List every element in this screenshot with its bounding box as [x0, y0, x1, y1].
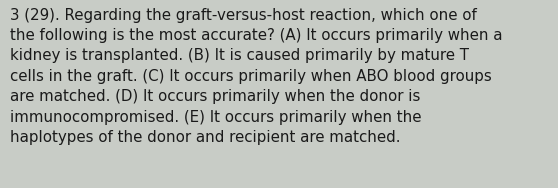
Text: 3 (29). Regarding the graft-versus-host reaction, which one of
the following is : 3 (29). Regarding the graft-versus-host … [10, 8, 503, 145]
